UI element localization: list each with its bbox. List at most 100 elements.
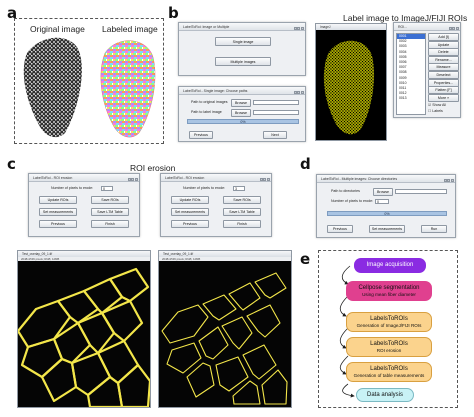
- previous-button[interactable]: Previous: [327, 225, 353, 233]
- multiple-images-button[interactable]: Multiple images: [215, 57, 271, 66]
- update-rois-button[interactable]: Update ROIs: [171, 196, 209, 204]
- finish-button[interactable]: Finish: [223, 220, 261, 228]
- roi-deselect-button[interactable]: Deselect: [428, 71, 459, 79]
- roi-rename-button[interactable]: Rename...: [428, 55, 459, 64]
- previous-button[interactable]: Previous: [39, 220, 77, 228]
- roi-update-button[interactable]: Update: [428, 40, 459, 49]
- flow-step-cellpose: Cellpose segmentation Using mean fiber d…: [346, 281, 432, 301]
- image-info: 2048x1536 pixels; RGB; 12MB: [18, 257, 150, 261]
- single-image-button[interactable]: Single image: [215, 37, 271, 46]
- arrow-5: [342, 383, 355, 398]
- roi-properties-button[interactable]: Properties...: [428, 78, 459, 87]
- panel-e-frame: [318, 250, 458, 408]
- roi-list-item[interactable]: 0005: [399, 54, 407, 59]
- roi-list-item[interactable]: 0012: [399, 91, 407, 96]
- erode-input[interactable]: 0: [101, 185, 113, 191]
- panel-b-heading: Label image to ImageJ/FIJI ROIs: [343, 13, 468, 23]
- window-title: LabelToRoi - ROI erosion: [33, 176, 73, 180]
- flow-step-title: LabelsToROIs: [370, 365, 408, 372]
- fiber-image-window-right: Test_overlay_09_1.tif 2048x1536 pixels; …: [158, 250, 292, 408]
- roi-list-item[interactable]: 0008: [399, 70, 407, 75]
- save-ltm-table-button[interactable]: Save LTM Table: [91, 208, 129, 216]
- roi-measure-button[interactable]: Measure: [428, 63, 459, 72]
- window-multiple-images: LabelToRoi - Multiple images: Choose dir…: [316, 174, 456, 238]
- roi-list-item[interactable]: 0009: [399, 75, 407, 80]
- set-measurements-button[interactable]: Set measurements: [171, 208, 209, 216]
- roi-manager-window: ROI... 0001 0002 0003 0004 0005 0006 0007 0008 0…: [393, 22, 461, 118]
- fiber-canvas-left: [18, 261, 150, 407]
- window-title: LabelToRoi - Single image: Choose paths: [183, 89, 248, 93]
- panel-letter-b: b: [168, 4, 179, 22]
- panel-letter-e: e: [300, 250, 311, 268]
- roi-list-item[interactable]: 0002: [399, 39, 407, 44]
- path-original-input[interactable]: [253, 99, 299, 105]
- previous-button[interactable]: Previous: [171, 220, 209, 228]
- roi-list-item[interactable]: 0010: [399, 80, 407, 85]
- roi-list[interactable]: 0001 0002 0003 0004 0005 0006 0007 0008 0009 0010…: [396, 33, 426, 115]
- roi-list-item[interactable]: 0006: [399, 60, 407, 65]
- dir-label: Path to directories: [331, 189, 360, 193]
- flow-step-title: Image acquisition: [366, 262, 414, 268]
- erode-label: Number of pixels to erode:: [51, 186, 94, 190]
- save-rois-button[interactable]: Save ROIs: [223, 196, 261, 204]
- flow-step-labels-to-rois-table: LabelsToROIs Generation of table measure…: [346, 362, 432, 382]
- browse-original-button[interactable]: Browse: [231, 99, 251, 107]
- panel-letter-c: c: [7, 155, 16, 173]
- roi-delete-button[interactable]: Delete: [428, 48, 459, 57]
- update-rois-button[interactable]: Update ROIs: [39, 196, 77, 204]
- flow-step-title: Data analysis: [366, 391, 404, 398]
- flow-step-title: LabelsToROIs: [370, 315, 408, 322]
- save-ltm-table-button[interactable]: Save LTM Table: [223, 208, 261, 216]
- roi-list-item[interactable]: 0013: [399, 96, 407, 101]
- roi-list-item[interactable]: 0003: [399, 44, 407, 49]
- window-roi-erosion-right: LabelToRoi - ROI erosion Number of pixel…: [160, 173, 272, 237]
- roi-more-button[interactable]: More »: [428, 93, 459, 102]
- path-label-input[interactable]: [253, 109, 299, 115]
- path-label-label: Path to label image: [191, 110, 222, 114]
- flow-step-sub: Generation of ImageJ/FIJI ROIs: [356, 322, 422, 328]
- arrow-4: [339, 355, 349, 375]
- save-rois-button[interactable]: Save ROIs: [91, 196, 129, 204]
- fiber-outlines-thick: [18, 267, 150, 407]
- labels-label: Labels: [432, 109, 443, 113]
- roi-list-item[interactable]: 0001: [397, 34, 425, 40]
- window-roi-erosion-left: LabelToRoi - ROI erosion Number of pixel…: [28, 173, 140, 237]
- erode-input[interactable]: 3: [233, 185, 245, 191]
- browse-label-button[interactable]: Browse: [231, 109, 251, 117]
- roi-list-item[interactable]: 0004: [399, 49, 407, 54]
- browse-dir-button[interactable]: Browse: [373, 188, 393, 196]
- window-title: LabelToRoi - ROI erosion: [165, 176, 205, 180]
- set-measurements-button[interactable]: Set measurements: [39, 208, 77, 216]
- flowchart-arrows: [339, 265, 355, 398]
- arrow-2: [339, 295, 349, 317]
- previous-button[interactable]: Previous: [189, 131, 213, 139]
- next-button[interactable]: Next: [263, 131, 287, 139]
- image-title: Test_overlay_09_1.tif: [18, 251, 150, 257]
- window-choose-paths: LabelToRoi - Single image: Choose paths …: [178, 86, 306, 142]
- fiji-title: ImageJ: [316, 24, 386, 30]
- arrow-1: [341, 265, 351, 285]
- caption-original-image: Original image: [30, 24, 85, 34]
- show-all-checkbox[interactable]: ☑ Show All: [428, 103, 447, 107]
- erode-input[interactable]: 0: [375, 198, 389, 204]
- roi-overlay-canvas: [323, 40, 375, 135]
- flow-step-labels-to-rois-erosion: LabelsToROIs ROI erosion: [346, 337, 432, 357]
- roi-add-button[interactable]: Add [t]: [428, 33, 459, 41]
- roi-flatten-button[interactable]: Flatten [F]: [428, 86, 459, 95]
- run-button[interactable]: Run: [421, 225, 447, 233]
- roi-list-item[interactable]: 0011: [399, 86, 407, 91]
- labels-checkbox[interactable]: ☐ Labels: [428, 109, 443, 113]
- flow-step-image-acquisition: Image acquisition: [354, 258, 426, 273]
- original-muscle-section: [23, 37, 82, 138]
- panel-c-heading: ROI erosion: [130, 163, 176, 173]
- set-measurements-button[interactable]: Set measurements: [369, 225, 405, 233]
- flow-step-sub: Using mean fiber diameter: [362, 291, 416, 297]
- finish-button[interactable]: Finish: [91, 220, 129, 228]
- roi-list-item[interactable]: 0007: [399, 65, 407, 70]
- panel-letter-d: d: [300, 155, 311, 173]
- path-original-label: Path to original images: [191, 100, 228, 104]
- dir-input[interactable]: [395, 188, 447, 194]
- window-title: LabelToRoi: Image or Multiple: [183, 25, 230, 29]
- flow-step-title: LabelsToROIs: [370, 340, 408, 347]
- flow-step-sub: Generation of table measurements: [353, 372, 425, 378]
